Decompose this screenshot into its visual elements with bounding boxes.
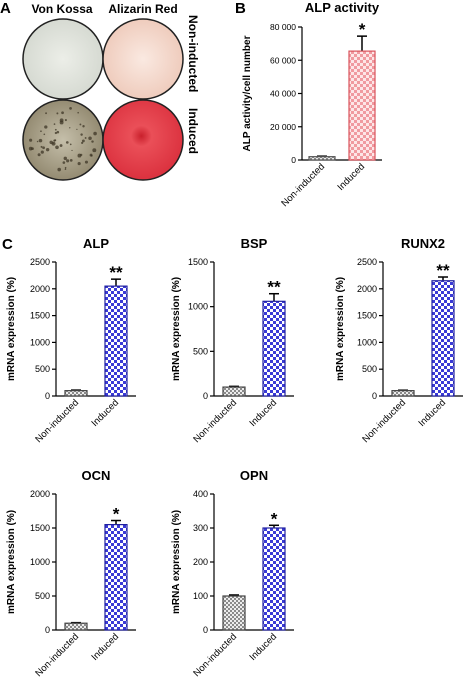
chart-title: OCN [82,468,111,483]
chart-title: ALP activity [305,0,380,15]
y-tick-label: 500 [362,364,377,374]
y-tick-label: 1000 [30,337,50,347]
bar-induced [104,285,128,397]
bar-non-induced [222,595,246,631]
y-tick-label: 300 [193,523,208,533]
panel-letter-c: C [2,236,13,253]
y-tick-label: 60 000 [270,55,296,65]
von-kossa-mineral-deposits [28,107,97,172]
bar-non-induced [308,156,336,161]
y-tick-label: 2500 [30,257,50,267]
y-tick-label: 400 [193,489,208,499]
y-tick-label: 1500 [188,257,208,267]
y-tick-label: 0 [372,391,377,401]
x-category-label: Non-inducted [33,631,81,679]
x-category-label: Non-inducted [33,397,81,445]
bar-induced [431,280,455,397]
plate-alizarin-non-induced [102,18,184,100]
y-axis-label: ALP activity/cell number [242,35,253,151]
chart-ocn: OCN mRNA expression (%) 0 500 1000 1500 2000 No… [6,468,136,679]
col-label-von-kossa: Von Kossa [31,2,92,16]
y-tick-label: 500 [35,364,50,374]
bar-non-induced [222,386,246,397]
y-axis-label: mRNA expression (%) [335,277,346,381]
y-axis-label: mRNA expression (%) [171,510,182,614]
y-tick-label: 0 [203,391,208,401]
bar-non-induced [64,622,88,631]
panel-letter-a: A [0,0,11,17]
plate-alizarin-induced [102,99,184,181]
chart-title: OPN [240,468,268,483]
y-tick-label: 2000 [30,489,50,499]
x-category-label: Induced [89,397,121,429]
y-tick-label: 0 [203,625,208,635]
significance-marker: * [271,509,278,528]
chart-title: RUNX2 [401,236,445,251]
chart-opn: OPN mRNA expression (%) 0 100 200 300 400 Non-i… [171,468,294,679]
x-category-label: Induced [335,161,367,193]
bar-induced [348,50,376,161]
x-category-label: Non-inducted [279,161,327,209]
panel-letter-b: B [235,0,246,17]
y-axis-label: mRNA expression (%) [6,510,17,614]
y-tick-label: 2500 [357,257,377,267]
bar-non-induced [391,390,415,397]
significance-marker: ** [436,261,450,280]
y-tick-label: 80 000 [270,22,296,32]
significance-marker: ** [109,263,123,282]
y-tick-label: 200 [193,557,208,567]
col-label-alizarin-red: Alizarin Red [108,2,177,16]
panel-a: A Von Kossa Alizarin Red Non-inducted In… [0,0,200,181]
row-label-non-induced: Non-inducted [186,15,200,92]
plate-von-kossa-non-induced [22,18,104,100]
y-tick-label: 0 [45,391,50,401]
x-category-label: Non-inducted [360,397,408,445]
bar-induced [262,527,286,631]
chart-title: ALP [83,236,109,251]
significance-marker: * [113,505,120,524]
y-axis-label: mRNA expression (%) [171,277,182,381]
x-category-label: Induced [247,631,279,663]
y-tick-label: 1000 [30,557,50,567]
bar-induced [262,300,286,397]
y-tick-label: 0 [45,625,50,635]
y-tick-label: 20 000 [270,122,296,132]
y-tick-label: 2000 [357,284,377,294]
bar-induced [104,523,128,631]
x-category-label: Induced [89,631,121,663]
y-tick-label: 1000 [357,337,377,347]
significance-marker: * [359,20,366,39]
significance-marker: ** [267,278,281,297]
bar-non-induced [64,390,88,397]
row-label-induced: Induced [186,108,200,154]
y-tick-label: 0 [291,155,296,165]
x-category-label: Induced [416,397,448,429]
x-category-label: Non-inducted [191,631,239,679]
y-tick-label: 1500 [30,523,50,533]
chart-b: ALP activity ALP activity/cell number 0 20 … [242,0,382,209]
y-tick-label: 1000 [188,302,208,312]
y-tick-label: 2000 [30,284,50,294]
y-tick-label: 40 000 [270,89,296,99]
chart-runx2: RUNX2 mRNA expression (%) 0 500 1000 1500 2000… [335,236,463,445]
x-category-label: Induced [247,397,279,429]
y-axis-label: mRNA expression (%) [6,277,17,381]
y-tick-label: 500 [193,346,208,356]
chart-bsp: BSP mRNA expression (%) 0 500 1000 1500 Non-in… [171,236,294,445]
y-tick-label: 1500 [30,311,50,321]
y-tick-label: 1500 [357,311,377,321]
chart-title: BSP [241,236,268,251]
x-category-label: Non-inducted [191,397,239,445]
chart-alp: ALP mRNA expression (%) 0 500 1000 1500 2000 25… [6,236,136,445]
y-tick-label: 500 [35,591,50,601]
y-tick-label: 100 [193,591,208,601]
